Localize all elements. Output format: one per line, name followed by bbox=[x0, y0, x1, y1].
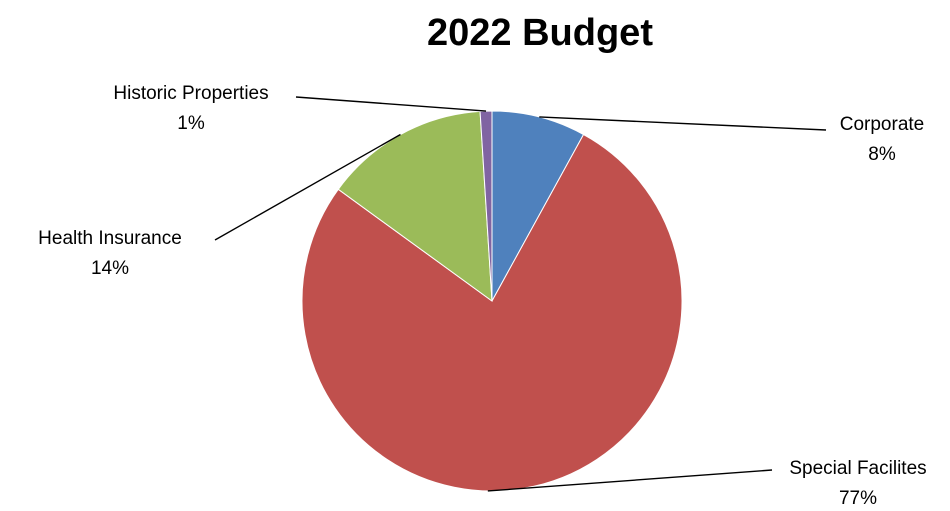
slice-value-label-corporate: 8% bbox=[868, 144, 896, 165]
chart-title: 2022 Budget bbox=[427, 12, 653, 54]
leader-line-health-insurance bbox=[214, 133, 401, 241]
pie-slice-historic-properties bbox=[479, 110, 493, 302]
leader-line-historic-properties bbox=[295, 96, 487, 112]
pie-slices bbox=[301, 110, 683, 492]
slice-value-label-health-insurance: 14% bbox=[91, 258, 129, 279]
slice-value-label-historic-properties: 1% bbox=[177, 113, 205, 134]
slice-labels: Corporate 8% Special Facilites 77% Health In… bbox=[38, 83, 926, 509]
leader-lines bbox=[214, 96, 827, 492]
slice-label-special-facilites: Special Facilites bbox=[789, 458, 926, 479]
pie-slice-corporate bbox=[491, 110, 585, 302]
slice-label-historic-properties: Historic Properties bbox=[113, 83, 268, 104]
slice-value-label-special-facilites: 77% bbox=[839, 488, 877, 509]
leader-line-corporate bbox=[539, 116, 827, 131]
pie-slice-special-facilites bbox=[301, 133, 683, 492]
slice-label-corporate: Corporate bbox=[840, 114, 925, 135]
slice-label-health-insurance: Health Insurance bbox=[38, 228, 182, 249]
leader-line-special-facilites bbox=[487, 469, 773, 492]
